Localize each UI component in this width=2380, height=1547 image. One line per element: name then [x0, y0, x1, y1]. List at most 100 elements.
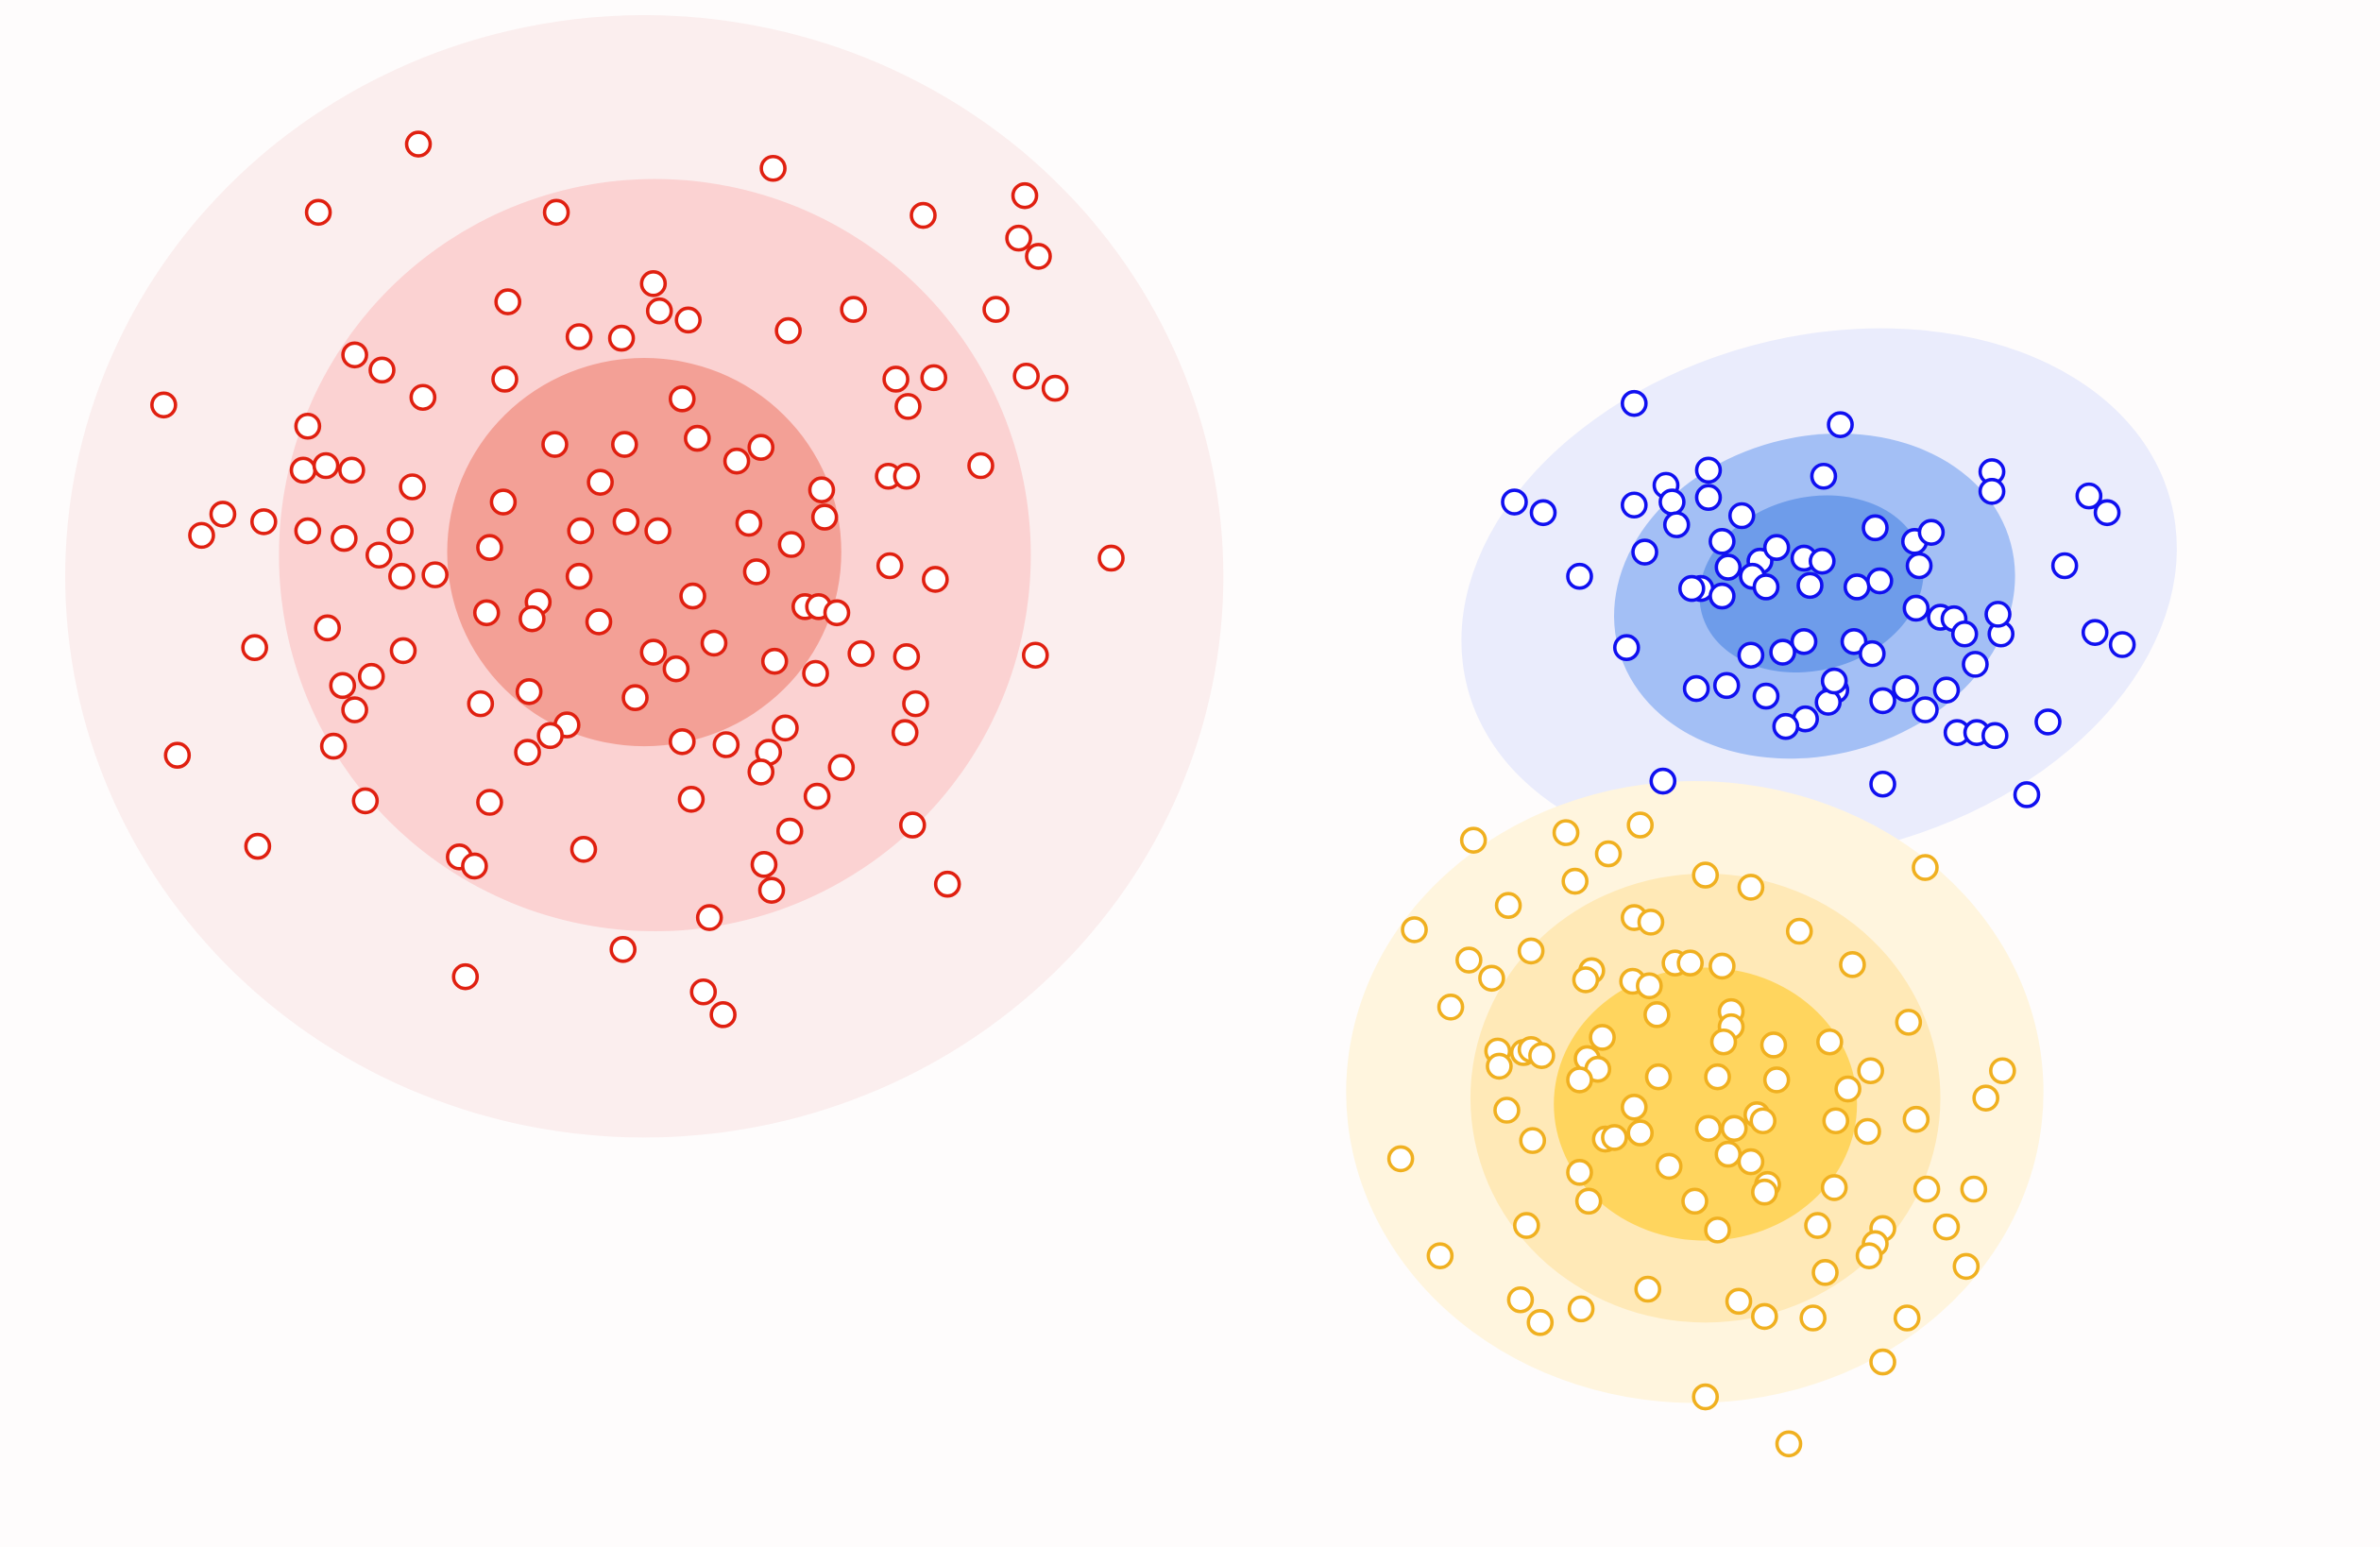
red-data-point	[1011, 181, 1039, 210]
red-data-point	[294, 517, 322, 545]
blue-data-point	[1827, 411, 1854, 438]
yellow-data-point	[1902, 1105, 1930, 1133]
red-data-point	[772, 714, 799, 742]
red-data-point	[621, 684, 649, 712]
blue-data-point	[1869, 687, 1896, 715]
red-data-point	[1005, 224, 1032, 252]
yellow-data-point	[1912, 1175, 1941, 1203]
blue-data-point	[1762, 534, 1791, 562]
red-data-point	[386, 517, 415, 545]
yellow-data-point	[1708, 952, 1736, 980]
red-data-point	[163, 741, 192, 770]
blue-data-point	[1912, 696, 1939, 723]
blue-data-point	[1796, 571, 1824, 600]
red-data-point	[607, 324, 636, 352]
red-data-point	[341, 696, 368, 723]
yellow-data-point	[1751, 1302, 1778, 1331]
blue-data-point	[1772, 712, 1800, 740]
blue-data-point	[1809, 547, 1836, 575]
red-data-point	[742, 558, 771, 586]
data-points	[150, 130, 2136, 1458]
yellow-data-point	[1676, 949, 1704, 978]
blue-data-point	[1566, 562, 1593, 590]
red-data-point	[1097, 544, 1125, 572]
red-data-point	[757, 876, 786, 904]
red-data-point	[709, 1001, 737, 1028]
yellow-data-point	[1386, 1145, 1415, 1173]
yellow-data-point	[1895, 1009, 1923, 1036]
red-data-point	[514, 739, 541, 766]
red-data-point	[249, 508, 278, 536]
yellow-data-point	[1972, 1084, 1999, 1112]
red-data-point	[542, 198, 570, 227]
red-data-point	[461, 852, 488, 880]
blue-data-point	[1501, 488, 1528, 516]
red-data-point	[586, 468, 614, 496]
red-data-point	[1025, 243, 1052, 270]
red-data-point	[747, 758, 775, 786]
red-data-point	[760, 647, 789, 675]
yellow-data-point	[1681, 1187, 1708, 1216]
red-data-point	[639, 269, 668, 298]
red-data-point	[823, 599, 851, 627]
yellow-data-point	[1401, 916, 1428, 944]
yellow-data-point	[1714, 1140, 1742, 1168]
red-data-point	[902, 689, 929, 718]
blue-data-point	[1727, 502, 1756, 530]
red-data-point	[639, 638, 668, 666]
yellow-data-point	[1589, 1024, 1616, 1051]
red-data-point	[536, 722, 564, 750]
blue-data-point	[1981, 722, 2009, 750]
blue-data-point	[2093, 499, 2121, 527]
red-data-point	[518, 604, 546, 633]
red-data-point	[565, 323, 593, 350]
yellow-data-point	[1528, 1042, 1556, 1069]
blue-data-point	[1682, 674, 1710, 703]
red-data-point	[808, 476, 836, 504]
red-data-point	[759, 154, 787, 182]
yellow-data-point	[1960, 1175, 1988, 1203]
blue-data-point	[2013, 781, 2041, 808]
blue-data-point	[1905, 552, 1933, 580]
blue-data-point	[2108, 631, 2136, 658]
red-data-point	[338, 456, 366, 484]
density-ellipses	[65, 15, 2177, 1403]
red-data-point	[747, 434, 775, 462]
blue-data-point	[1840, 627, 1868, 655]
red-data-point	[570, 835, 598, 863]
yellow-data-point	[1869, 1348, 1896, 1376]
red-data-point	[668, 727, 696, 756]
red-data-point	[802, 659, 829, 688]
red-data-point	[892, 462, 921, 490]
red-data-point	[922, 566, 949, 593]
red-data-point	[967, 451, 994, 480]
red-data-point	[331, 524, 358, 552]
yellow-data-point	[1574, 1187, 1603, 1216]
blue-data-point	[1892, 674, 1919, 703]
blue-data-point	[1714, 553, 1742, 581]
blue-data-point	[1862, 514, 1889, 542]
red-data-point	[188, 521, 215, 550]
yellow-data-point	[1762, 1066, 1791, 1094]
yellow-data-point	[1594, 840, 1623, 868]
yellow-data-point	[1566, 1159, 1593, 1186]
red-data-point	[827, 754, 856, 781]
yellow-data-point	[1455, 946, 1483, 974]
blue-data-point	[1694, 456, 1723, 484]
yellow-data-point	[1561, 867, 1589, 895]
yellow-data-point	[1601, 1124, 1628, 1151]
red-data-point	[679, 582, 706, 610]
red-data-point	[662, 654, 690, 683]
red-data-point	[933, 870, 961, 898]
blue-data-point	[1902, 594, 1930, 622]
red-data-point	[351, 787, 380, 815]
red-data-point	[810, 503, 839, 531]
blue-data-point	[1790, 627, 1818, 655]
red-data-point	[389, 637, 417, 665]
red-data-point	[541, 431, 569, 458]
red-data-point	[494, 288, 522, 315]
blue-data-point	[1962, 651, 1989, 678]
red-data-point	[735, 509, 763, 537]
red-data-point	[467, 689, 495, 718]
blue-data-point	[1984, 601, 2012, 628]
